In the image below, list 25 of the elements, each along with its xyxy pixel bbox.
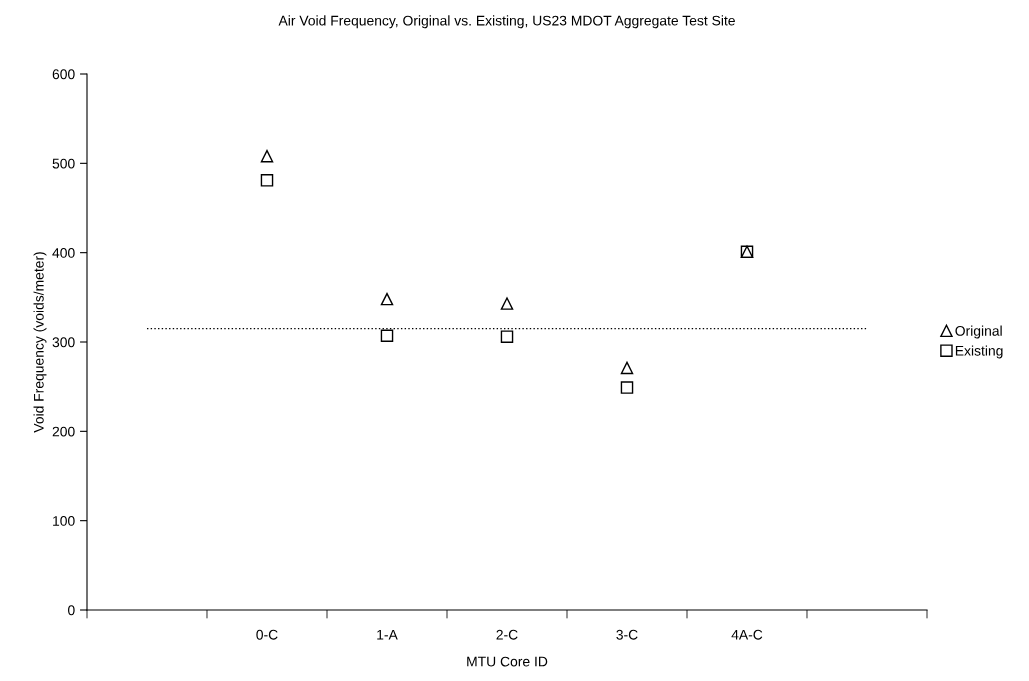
point: [260, 174, 274, 187]
y-tick-label: 100: [53, 516, 75, 526]
point: [620, 381, 634, 394]
x-tick-label: 0-C: [256, 629, 278, 640]
point: [500, 297, 514, 310]
x-tick-label: 1-A: [377, 629, 398, 640]
x-tick-label: 4A-C: [731, 629, 763, 640]
point: [620, 361, 634, 375]
point: [500, 330, 514, 343]
point: [260, 149, 274, 163]
y-tick-label: 500: [52, 158, 75, 169]
legend-label: Original: [955, 325, 1002, 339]
y-axis-title: Void Frequency (voids/meter): [33, 252, 47, 433]
y-tick-label: 300: [52, 337, 75, 348]
y-tick-label: 0: [68, 605, 75, 616]
legend-label: Existing: [955, 345, 1003, 359]
point: [380, 292, 394, 306]
y-tick-label: 200: [52, 426, 75, 437]
x-axis-title: MTU Core ID: [467, 656, 548, 667]
x-tick-label: 2-C: [496, 629, 518, 640]
y-tick-label: 400: [52, 248, 75, 258]
chart-title: Air Void Frequency, Original vs. Existing, US23 MDOT Aggregate Test Site: [278, 15, 735, 29]
x-tick-label: 3-C: [616, 629, 638, 640]
point: [380, 329, 394, 342]
y-tick-label: 600: [52, 69, 75, 80]
